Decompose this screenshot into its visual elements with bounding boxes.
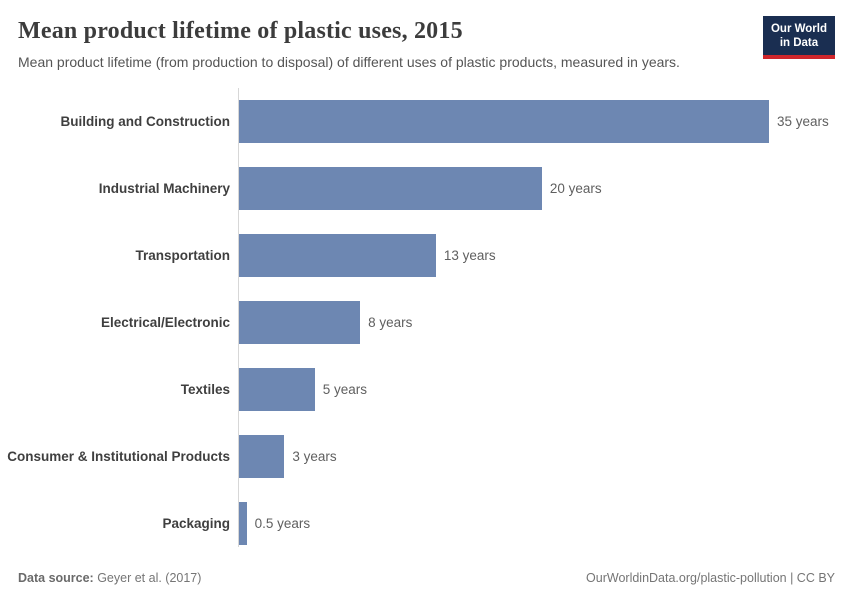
bar-area: 5 years (238, 356, 850, 423)
category-label: Packaging (162, 515, 230, 531)
chart-header: Mean product lifetime of plastic uses, 2… (0, 0, 850, 71)
category-label: Textiles (180, 381, 230, 397)
value-label: 8 years (368, 315, 413, 331)
bar-row: Packaging 0.5 years (0, 490, 850, 557)
y-axis-line (238, 88, 239, 548)
bar-row: Electrical/Electronic 8 years (0, 289, 850, 356)
bar-row: Transportation 13 years (0, 222, 850, 289)
bar-row: Consumer & Institutional Products 3 years (0, 423, 850, 490)
value-label: 35 years (777, 114, 829, 130)
bar[interactable] (239, 435, 285, 479)
owid-logo[interactable]: Our World in Data (762, 16, 835, 59)
value-label: 20 years (549, 181, 602, 197)
bar-row: Industrial Machinery 20 years (0, 155, 850, 222)
bar-area: 8 years (238, 289, 850, 356)
bar[interactable] (239, 502, 247, 546)
category-label: Building and Construction (60, 113, 230, 129)
category-label: Industrial Machinery (98, 180, 230, 196)
bar-row: Textiles 5 years (0, 356, 850, 423)
bar-area: 35 years (238, 88, 850, 155)
value-label: 3 years (292, 449, 337, 465)
data-source-value: Geyer et al. (2017) (93, 571, 202, 585)
bar[interactable] (239, 368, 315, 412)
bar[interactable] (239, 167, 542, 211)
data-source-label: Data source: (18, 571, 94, 585)
bar-area: 13 years (238, 222, 850, 289)
bar-row: Building and Construction 35 years (0, 88, 850, 155)
bar[interactable] (239, 234, 436, 278)
bar[interactable] (239, 100, 769, 144)
value-label: 0.5 years (254, 516, 311, 532)
category-label: Electrical/Electronic (100, 314, 230, 330)
bar-area: 3 years (238, 423, 850, 490)
page-title: Mean product lifetime of plastic uses, 2… (18, 18, 463, 44)
bar-chart: Building and Construction 35 years Industr… (0, 88, 850, 557)
category-label: Consumer & Institutional Products (7, 448, 230, 464)
owid-logo-line2: in Data (779, 37, 819, 50)
value-label: 5 years (322, 382, 367, 398)
header-text: Mean product lifetime of plastic uses, 2… (18, 16, 680, 71)
owid-logo-line1: Our World (770, 23, 827, 35)
bar-area: 20 years (238, 155, 850, 222)
chart-subtitle: Mean product lifetime (from production t… (18, 54, 680, 70)
chart-footer: Data source: Geyer et al. (2017) OurWorl… (18, 571, 835, 585)
data-source: Data source: Geyer et al. (2017) (18, 571, 201, 585)
category-label: Transportation (135, 247, 230, 263)
bar[interactable] (239, 301, 361, 345)
bar-area: 0.5 years (238, 490, 850, 557)
value-label: 13 years (443, 248, 496, 264)
footer-link[interactable]: OurWorldinData.org/plastic-pollution | C… (586, 571, 835, 585)
